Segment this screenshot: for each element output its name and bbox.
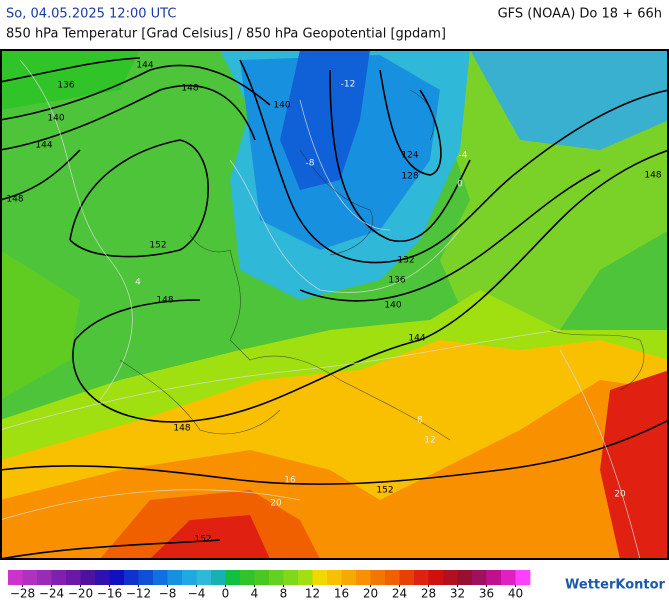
contour-label: 148 [6, 195, 23, 205]
colorbar-segment [298, 570, 313, 585]
colorbar-segment [472, 570, 487, 585]
colorbar-label: 28 [421, 587, 436, 601]
colorbar-segment [95, 570, 110, 585]
colorbar-segment [240, 570, 255, 585]
colorbar-label: 24 [392, 587, 407, 601]
colorbar-label: 36 [479, 587, 494, 601]
colorbar-segment [341, 570, 357, 585]
colorbar-segment [153, 570, 168, 585]
colorbar-segment [385, 570, 400, 585]
contour-label: 140 [384, 301, 401, 311]
contour-label: 136 [388, 276, 405, 286]
contour-label: 152 [376, 486, 393, 496]
colorbar-segment [486, 570, 502, 585]
colorbar-segment [327, 570, 342, 585]
colorbar-segment [66, 570, 81, 585]
colorbar-segment [196, 570, 212, 585]
colorbar-segment [414, 570, 429, 585]
colorbar-segment [182, 570, 197, 585]
colorbar-segment [80, 570, 96, 585]
colorbar-segment [109, 570, 125, 585]
colorbar-segment [269, 570, 284, 585]
map [1, 50, 668, 559]
colorbar-segment [124, 570, 139, 585]
colorbar-label: −16 [97, 587, 122, 601]
contour-label: 152 [194, 535, 211, 545]
isotherm-label: 20 [270, 499, 282, 509]
model-run: GFS (NOAA) Do 18 + 66h [498, 7, 662, 22]
colorbar-segment [443, 570, 458, 585]
isotherm-label: -12 [341, 80, 356, 90]
isotherm-label: 4 [135, 278, 141, 288]
contour-label: 152 [149, 241, 166, 251]
isotherm-label: 20 [614, 490, 626, 500]
isotherm-label: -4 [459, 151, 468, 161]
isotherm-label: 8 [417, 416, 423, 426]
colorbar-segment [8, 570, 23, 585]
map-frame [0, 49, 669, 560]
contour-label: 140 [47, 114, 64, 124]
isotherm-label: 12 [424, 436, 435, 446]
colorbar-label: −12 [126, 587, 151, 601]
contour-label: 148 [156, 296, 173, 306]
colorbar-label: 40 [508, 587, 523, 601]
contour-label: 140 [273, 101, 290, 111]
contour-label: 144 [408, 334, 425, 344]
colorbar-label: 4 [251, 587, 259, 601]
colorbar-segment [22, 570, 38, 585]
colorbar-segment [312, 570, 328, 585]
colorbar-segment [457, 570, 473, 585]
colorbar-segment [167, 570, 183, 585]
isotherm-label: 0 [457, 180, 463, 190]
colorbar-segment [399, 570, 415, 585]
colorbar-segment [515, 570, 531, 585]
contour-label: 124 [401, 151, 418, 161]
contour-label: 144 [136, 61, 153, 71]
isotherm-label: 16 [284, 476, 296, 486]
colorbar-segment [283, 570, 299, 585]
colorbar-label: −4 [188, 587, 206, 601]
colorbar-label: −20 [68, 587, 93, 601]
colorbar-segment [37, 570, 52, 585]
subtitle: 850 hPa Temperatur [Grad Celsius] / 850 … [6, 27, 446, 42]
contour-label: 148 [644, 171, 661, 181]
colorbar-label: 12 [305, 587, 320, 601]
colorbar-label: 20 [363, 587, 378, 601]
colorbar-segment [225, 570, 241, 585]
datetime: So, 04.05.2025 12:00 UTC [6, 7, 176, 22]
colorbar-label: −8 [159, 587, 177, 601]
colorbar-segment [51, 570, 67, 585]
isotherm-label: -8 [306, 159, 315, 169]
contour-label: 144 [35, 141, 52, 151]
colorbar-label: 16 [334, 587, 349, 601]
contour-label: 148 [181, 84, 198, 94]
colorbar-label: −24 [39, 587, 64, 601]
colorbar-segment [138, 570, 154, 585]
contour-label: 132 [397, 256, 414, 266]
colorbar-segment [356, 570, 371, 585]
colorbar-segment [501, 570, 516, 585]
colorbar-segment [428, 570, 444, 585]
colorbar-label: 8 [280, 587, 288, 601]
contour-label: 136 [57, 81, 74, 91]
colorbar-label: 32 [450, 587, 465, 601]
colorbar-segment [370, 570, 386, 585]
contour-label: 128 [401, 172, 418, 182]
colorbar-segment [211, 570, 226, 585]
colorbar-segment [254, 570, 270, 585]
logo: WetterKontor [565, 578, 666, 593]
colorbar-label: −28 [10, 587, 35, 601]
contour-label: 148 [173, 424, 190, 434]
colorbar-label: 0 [222, 587, 230, 601]
